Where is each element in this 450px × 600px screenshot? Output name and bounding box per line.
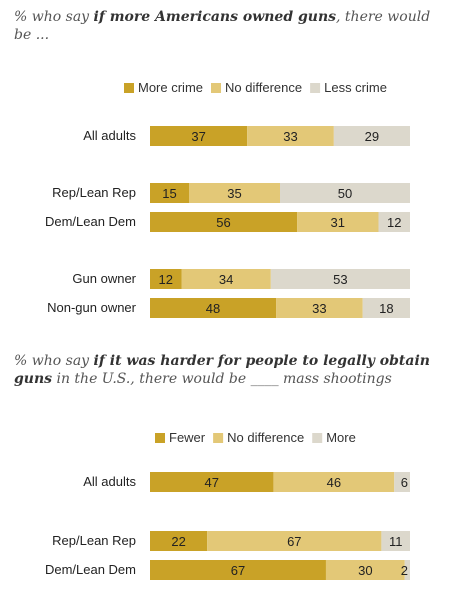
bar-segment xyxy=(150,212,298,232)
data-label: 37 xyxy=(191,129,205,144)
bar-segment xyxy=(280,183,410,203)
legend-label: No difference xyxy=(225,80,302,95)
bar-segment xyxy=(150,560,326,580)
bar-segment xyxy=(150,126,248,146)
data-label: 48 xyxy=(206,301,220,316)
data-label: 18 xyxy=(379,301,393,316)
category-label: Rep/Lean Rep xyxy=(52,533,136,548)
legend-swatch xyxy=(124,83,134,93)
legend-swatch xyxy=(310,83,321,93)
data-label: 46 xyxy=(327,475,341,490)
data-label: 11 xyxy=(389,534,403,549)
bar-segment xyxy=(381,531,410,551)
bar-segment xyxy=(404,560,410,580)
bar-segment xyxy=(181,269,271,289)
bar-segment xyxy=(150,269,182,289)
bar-segment xyxy=(189,183,280,203)
bar-segment xyxy=(297,212,379,232)
data-label: 29 xyxy=(365,129,379,144)
data-label: 67 xyxy=(231,563,245,578)
data-label: 56 xyxy=(216,215,230,230)
legend-label: Fewer xyxy=(169,430,206,445)
bar-segment xyxy=(378,212,410,232)
category-label: Dem/Lean Dem xyxy=(45,214,136,229)
category-label: Rep/Lean Rep xyxy=(52,185,136,200)
data-label: 47 xyxy=(204,475,218,490)
data-label: 30 xyxy=(358,563,372,578)
category-label: All adults xyxy=(83,474,136,489)
data-label: 12 xyxy=(159,272,173,287)
category-label: All adults xyxy=(83,128,136,143)
bar-segment xyxy=(276,298,363,318)
legend-swatch xyxy=(213,433,224,443)
data-label: 33 xyxy=(312,301,326,316)
data-label: 12 xyxy=(387,215,401,230)
bar-segment xyxy=(150,531,208,551)
legend-label: More crime xyxy=(138,80,203,95)
legend-label: No difference xyxy=(227,430,304,445)
bar-segment xyxy=(362,298,410,318)
bar-segment xyxy=(247,126,334,146)
legend-swatch xyxy=(211,83,222,93)
chart-1-title: % who say if more Americans owned guns, … xyxy=(14,9,431,43)
bar-segment xyxy=(150,298,277,318)
bar-segment xyxy=(333,126,410,146)
bar-segment xyxy=(270,269,410,289)
data-label: 33 xyxy=(283,129,297,144)
data-label: 31 xyxy=(331,215,345,230)
category-label: Dem/Lean Dem xyxy=(45,562,136,577)
bar-segment xyxy=(150,472,274,492)
data-label: 34 xyxy=(219,272,233,287)
legend-swatch xyxy=(312,433,323,443)
legend-swatch xyxy=(155,433,165,443)
data-label: 67 xyxy=(287,534,301,549)
bar-segment xyxy=(273,472,395,492)
data-label: 2 xyxy=(401,563,408,578)
bar-segment xyxy=(150,183,189,203)
data-label: 50 xyxy=(338,186,352,201)
bar-segment xyxy=(207,531,382,551)
data-label: 22 xyxy=(171,534,185,549)
legend-label: Less crime xyxy=(324,80,387,95)
category-label: Non-gun owner xyxy=(47,300,137,315)
legend-label: More xyxy=(326,430,356,445)
data-label: 6 xyxy=(401,475,408,490)
data-label: 15 xyxy=(162,186,176,201)
data-label: 35 xyxy=(227,186,241,201)
chart-2-title: % who say if it was harder for people to… xyxy=(14,353,430,387)
bar-segment xyxy=(394,472,410,492)
bar-segment xyxy=(325,560,405,580)
data-label: 53 xyxy=(333,272,347,287)
category-label: Gun owner xyxy=(72,271,136,286)
